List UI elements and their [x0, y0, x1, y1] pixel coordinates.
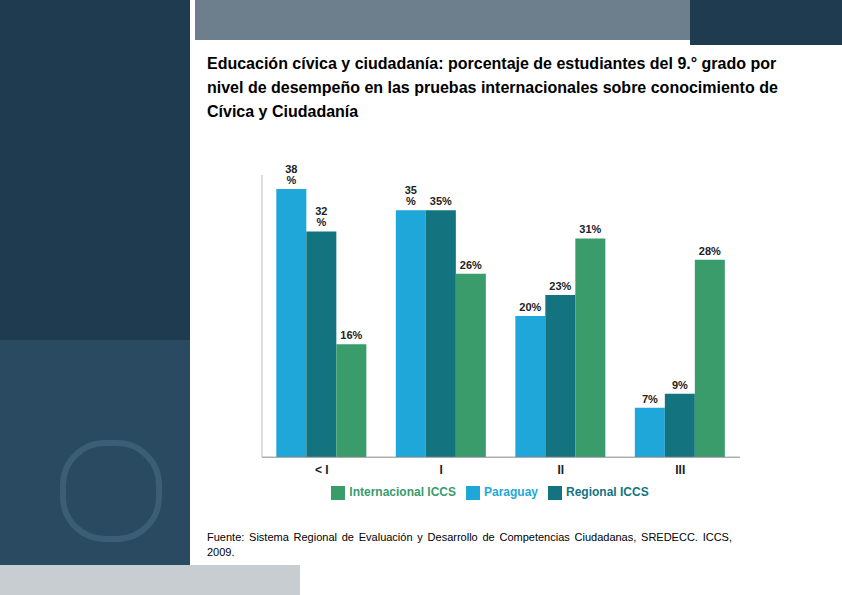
html-text:Regional ICCS: Regional ICCS — [566, 485, 649, 500]
svg-text:28%: 28% — [699, 245, 721, 257]
html-text:Fuente: Sistema Regional de Ev: Fuente: Sistema Regional de Evaluación y… — [207, 531, 732, 558]
svg-text:16%: 16% — [340, 329, 362, 341]
svg-text:23%: 23% — [549, 280, 571, 292]
svg-text:III: III — [675, 463, 685, 477]
svg-text:32%: 32% — [315, 205, 327, 228]
svg-text:II: II — [557, 463, 564, 477]
html-text:Internacional ICCS: Internacional ICCS — [349, 485, 456, 500]
svg-text:26%: 26% — [460, 259, 482, 271]
svg-text:7%: 7% — [642, 393, 658, 405]
svg-text:I: I — [440, 463, 443, 477]
svg-text:38%: 38% — [285, 163, 297, 186]
svg-text:< I: < I — [315, 463, 329, 477]
html-text:Educación cívica y ciudadanía:: Educación cívica y ciudadanía: porcentaj… — [207, 55, 778, 120]
svg-text:35%: 35% — [405, 184, 417, 207]
svg-text:35%: 35% — [430, 195, 452, 207]
svg-text:20%: 20% — [519, 301, 541, 313]
svg-text:31%: 31% — [579, 223, 601, 235]
svg-text:9%: 9% — [672, 379, 688, 391]
html-text:Paraguay: Paraguay — [484, 485, 538, 500]
